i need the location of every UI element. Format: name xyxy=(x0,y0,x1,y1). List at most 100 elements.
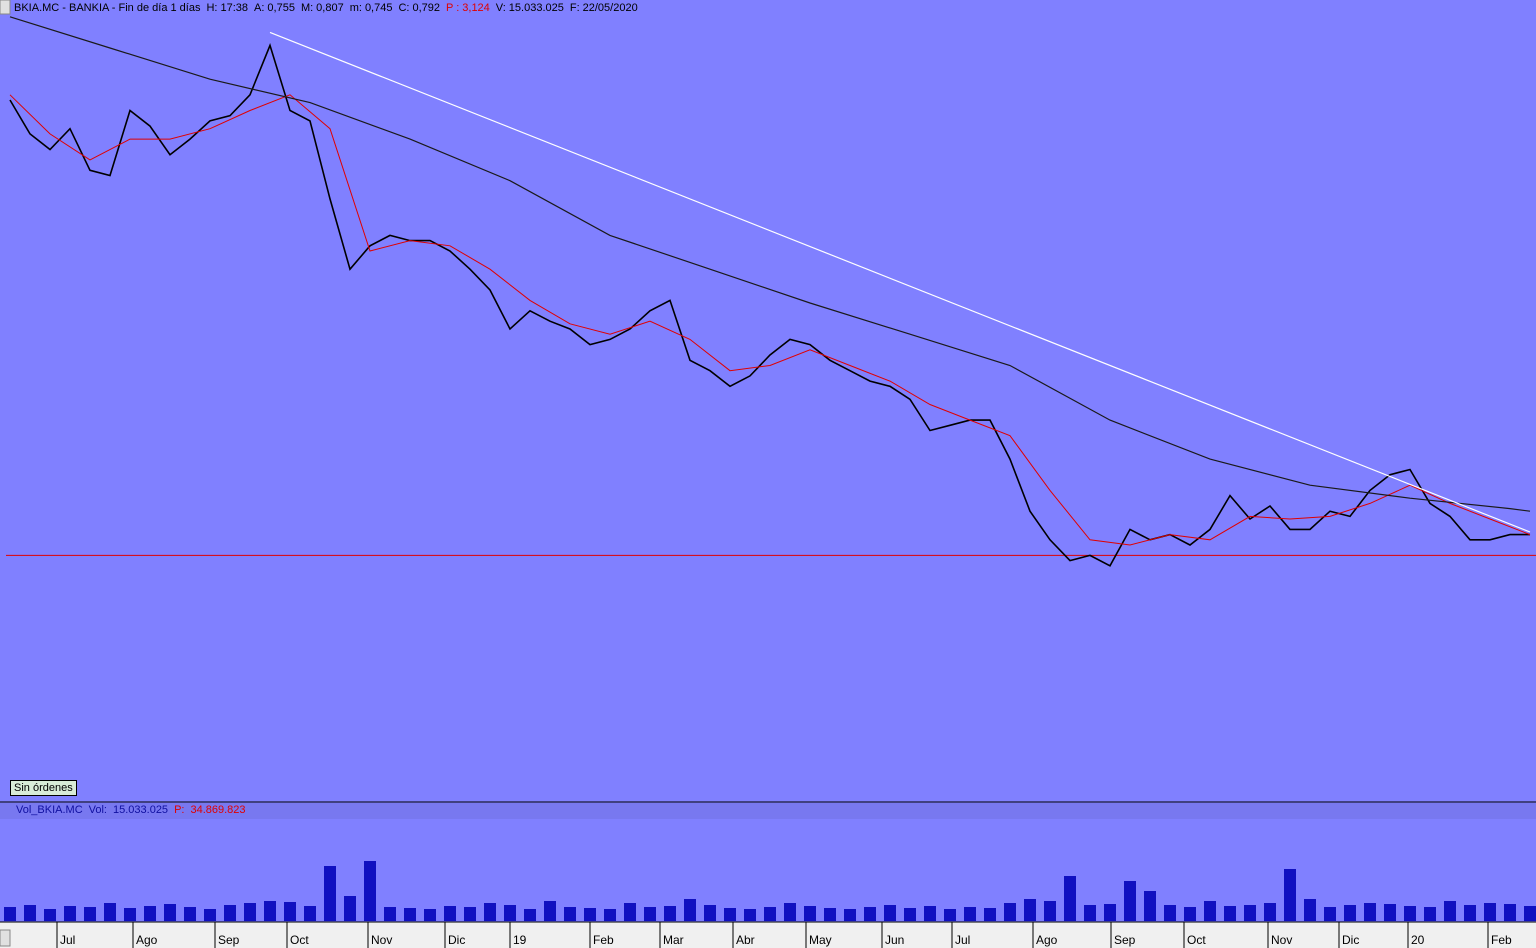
volume-bar xyxy=(124,908,136,921)
field-label: F: xyxy=(569,2,580,14)
volume-bar xyxy=(264,901,276,921)
volume-bar xyxy=(704,905,716,921)
field-value: 15.033.025 xyxy=(508,2,564,14)
volume-bar xyxy=(184,907,196,921)
x-tick-label: Oct xyxy=(290,933,309,947)
volume-bar xyxy=(304,906,316,921)
field-label: V: xyxy=(495,2,506,14)
volume-bar xyxy=(604,909,616,921)
field-value: 0,807 xyxy=(316,2,344,14)
field-value: 3,124 xyxy=(462,2,490,14)
volume-bar xyxy=(1444,901,1456,921)
field-value: 22/05/2020 xyxy=(582,2,638,14)
volume-bar xyxy=(924,906,936,921)
volume-bar xyxy=(1244,905,1256,921)
volume-bar xyxy=(1084,905,1096,921)
header-field: m: 0,745 xyxy=(350,2,393,14)
field-label: P: xyxy=(174,804,185,816)
volume-bar xyxy=(284,902,296,921)
volume-bar xyxy=(844,909,856,921)
field-value: 0,745 xyxy=(364,2,393,14)
field-value: 17:38 xyxy=(220,2,248,14)
x-tick-label: Jun xyxy=(885,933,904,947)
volume-bar xyxy=(444,906,456,921)
volume-bar xyxy=(1464,905,1476,921)
symbol: BKIA.MC - BANKIA - Fin de día 1 días xyxy=(14,2,201,14)
volume-bar xyxy=(84,907,96,921)
volume-bar xyxy=(1504,904,1516,921)
field-value: 0,755 xyxy=(267,2,295,14)
field-value: 0,792 xyxy=(412,2,440,14)
volume-bar xyxy=(664,906,676,921)
volume-bar xyxy=(1324,907,1336,921)
volume-bar xyxy=(764,907,776,921)
corner-box xyxy=(0,929,11,947)
field-value: 34.869.823 xyxy=(190,804,246,816)
volume-bar xyxy=(1224,906,1236,921)
header: BKIA.MC - BANKIA - Fin de día 1 días H: 1… xyxy=(14,2,638,14)
volume-bar xyxy=(1384,904,1396,921)
price-line xyxy=(9,16,1531,512)
volume-bar xyxy=(44,909,56,921)
volume-bar xyxy=(1524,906,1536,921)
volume-header-bg xyxy=(0,803,1536,819)
volume-bar xyxy=(1204,901,1216,921)
volume-bar xyxy=(684,899,696,921)
header-field: H: 17:38 xyxy=(206,2,248,14)
volume-bar xyxy=(1164,905,1176,921)
volume-bar xyxy=(324,866,336,921)
volume-title: Vol_BKIA.MC xyxy=(16,804,83,816)
header-field: F: 22/05/2020 xyxy=(570,2,638,14)
field-label: H: xyxy=(206,2,218,14)
x-tick-label: Jul xyxy=(60,933,75,947)
x-tick-label: Ago xyxy=(1036,933,1058,947)
volume-bar xyxy=(1144,891,1156,921)
volume-bar xyxy=(144,906,156,921)
volume-bar xyxy=(744,909,756,921)
volume-bar xyxy=(24,905,36,921)
x-tick-label: Oct xyxy=(1187,933,1206,947)
x-tick-label: Mar xyxy=(663,933,684,947)
volume-bar xyxy=(1484,903,1496,921)
volume-bar xyxy=(584,908,596,921)
corner-box xyxy=(0,0,11,15)
header-field: M: 0,807 xyxy=(301,2,344,14)
orders-button[interactable]: Sin órdenes xyxy=(10,780,77,796)
field-label: C: xyxy=(398,2,410,14)
volume-bar xyxy=(564,907,576,921)
volume-bar xyxy=(1124,881,1136,921)
x-tick-label: Jul xyxy=(955,933,970,947)
volume-bar xyxy=(1344,905,1356,921)
volume-bar xyxy=(164,904,176,921)
field-label: M: xyxy=(300,2,314,14)
volume-bar xyxy=(1004,903,1016,921)
price-line xyxy=(9,94,1531,546)
volume-bar xyxy=(984,908,996,921)
x-tick-label: Dic xyxy=(448,933,465,947)
x-tick-label: Sep xyxy=(1114,933,1136,947)
price-line xyxy=(269,31,1531,533)
volume-bar xyxy=(544,901,556,921)
x-tick-label: Nov xyxy=(371,933,392,947)
volume-bar xyxy=(644,907,656,921)
volume-bar xyxy=(1044,901,1056,921)
price-line xyxy=(9,43,1530,567)
volume-bar xyxy=(4,907,16,921)
volume-bar xyxy=(424,909,436,921)
x-tick-label: 19 xyxy=(513,933,527,947)
field-value: 15.033.025 xyxy=(113,804,169,816)
volume-bar xyxy=(384,907,396,921)
volume-bar xyxy=(1424,907,1436,921)
volume-bar xyxy=(364,861,376,921)
volume-bar xyxy=(524,909,536,921)
volume-bar xyxy=(1284,869,1296,921)
volume-bar xyxy=(104,903,116,921)
header-field: A: 0,755 xyxy=(254,2,295,14)
volume-bar xyxy=(624,903,636,921)
volume-bar xyxy=(1024,899,1036,921)
volume-bar xyxy=(1364,903,1376,921)
volume-bar xyxy=(484,903,496,921)
volume-bar xyxy=(204,909,216,921)
